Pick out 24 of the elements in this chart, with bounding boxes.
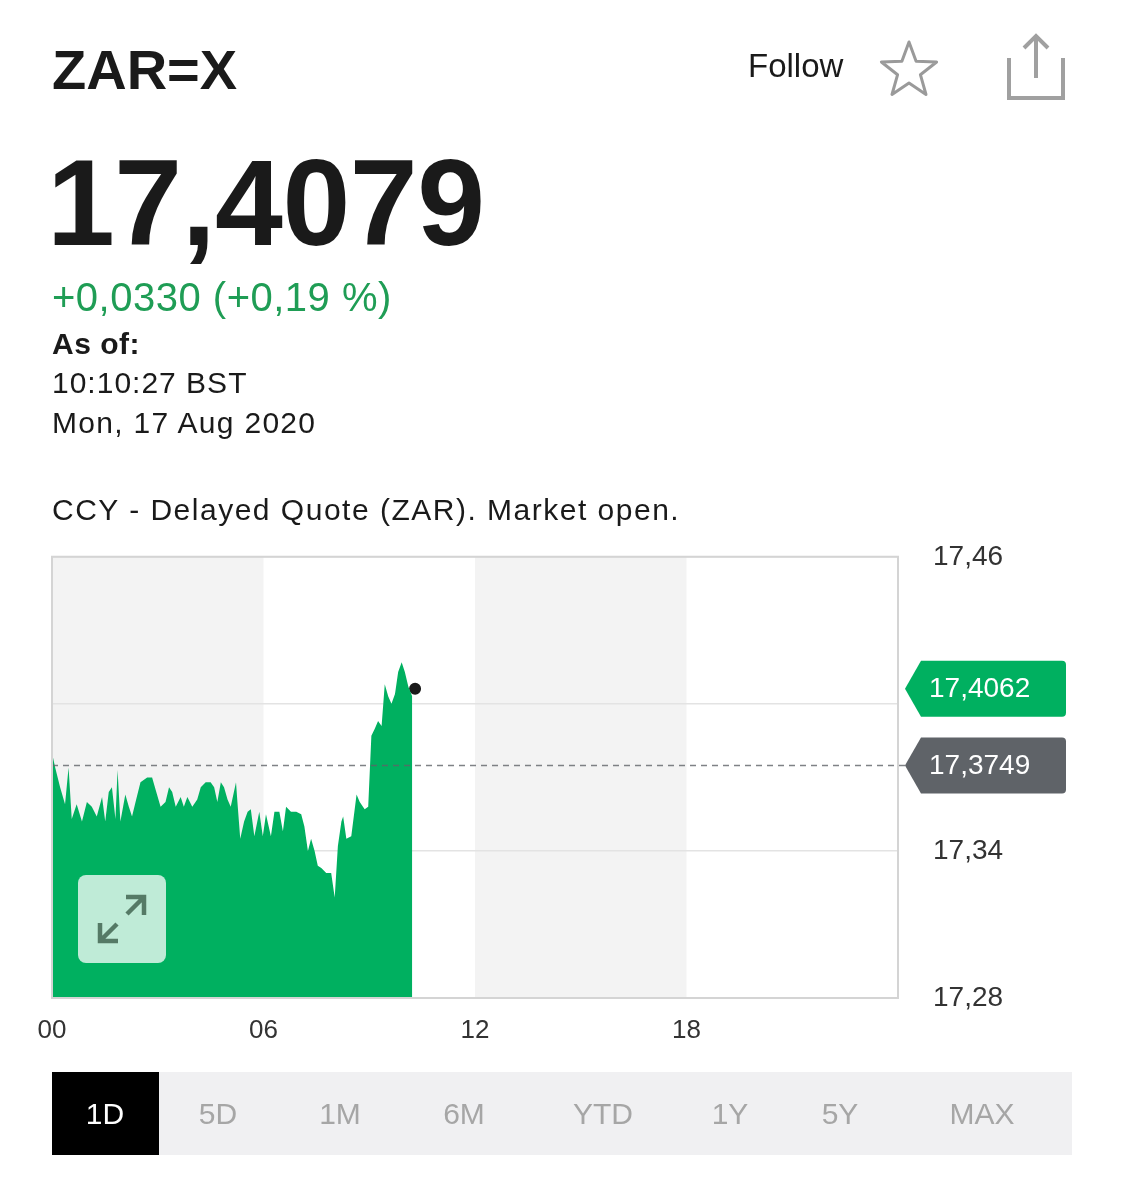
chart-subtitle: 17,4079 <box>47 134 485 273</box>
text: 6M <box>442 1096 486 1132</box>
text: 5Y <box>820 1096 860 1132</box>
text: 1M <box>318 1096 362 1132</box>
text: Mon, 17 Aug 2020 <box>52 406 317 441</box>
x-tick-label: 00 <box>37 1013 67 1044</box>
text: 17,4062 <box>929 672 1031 704</box>
x-tick-label: 12 <box>460 1013 490 1044</box>
text: CCY - Delayed Quote (ZAR). Market open. <box>52 493 681 528</box>
text: 1Y <box>710 1096 750 1132</box>
x-tick-label: 18 <box>672 1013 701 1044</box>
y-tick-label: 17,34 <box>933 833 1004 865</box>
text: Follow <box>748 47 844 85</box>
text: 5D <box>197 1096 239 1132</box>
text: YTD <box>572 1096 634 1132</box>
y-tick-label: 17,46 <box>933 539 1004 571</box>
x-tick-label: 06 <box>249 1013 278 1044</box>
ref-line-label: 17,3749 <box>929 749 1031 781</box>
text: 10:10:27 BST <box>52 366 248 401</box>
text: MAX <box>948 1096 1016 1132</box>
text: As of: <box>52 327 140 362</box>
chart-title: ZAR=X <box>52 38 238 103</box>
text: +0,0330 (+0,19 %) <box>52 274 392 320</box>
y-tick-label: 17,28 <box>933 980 1004 1012</box>
